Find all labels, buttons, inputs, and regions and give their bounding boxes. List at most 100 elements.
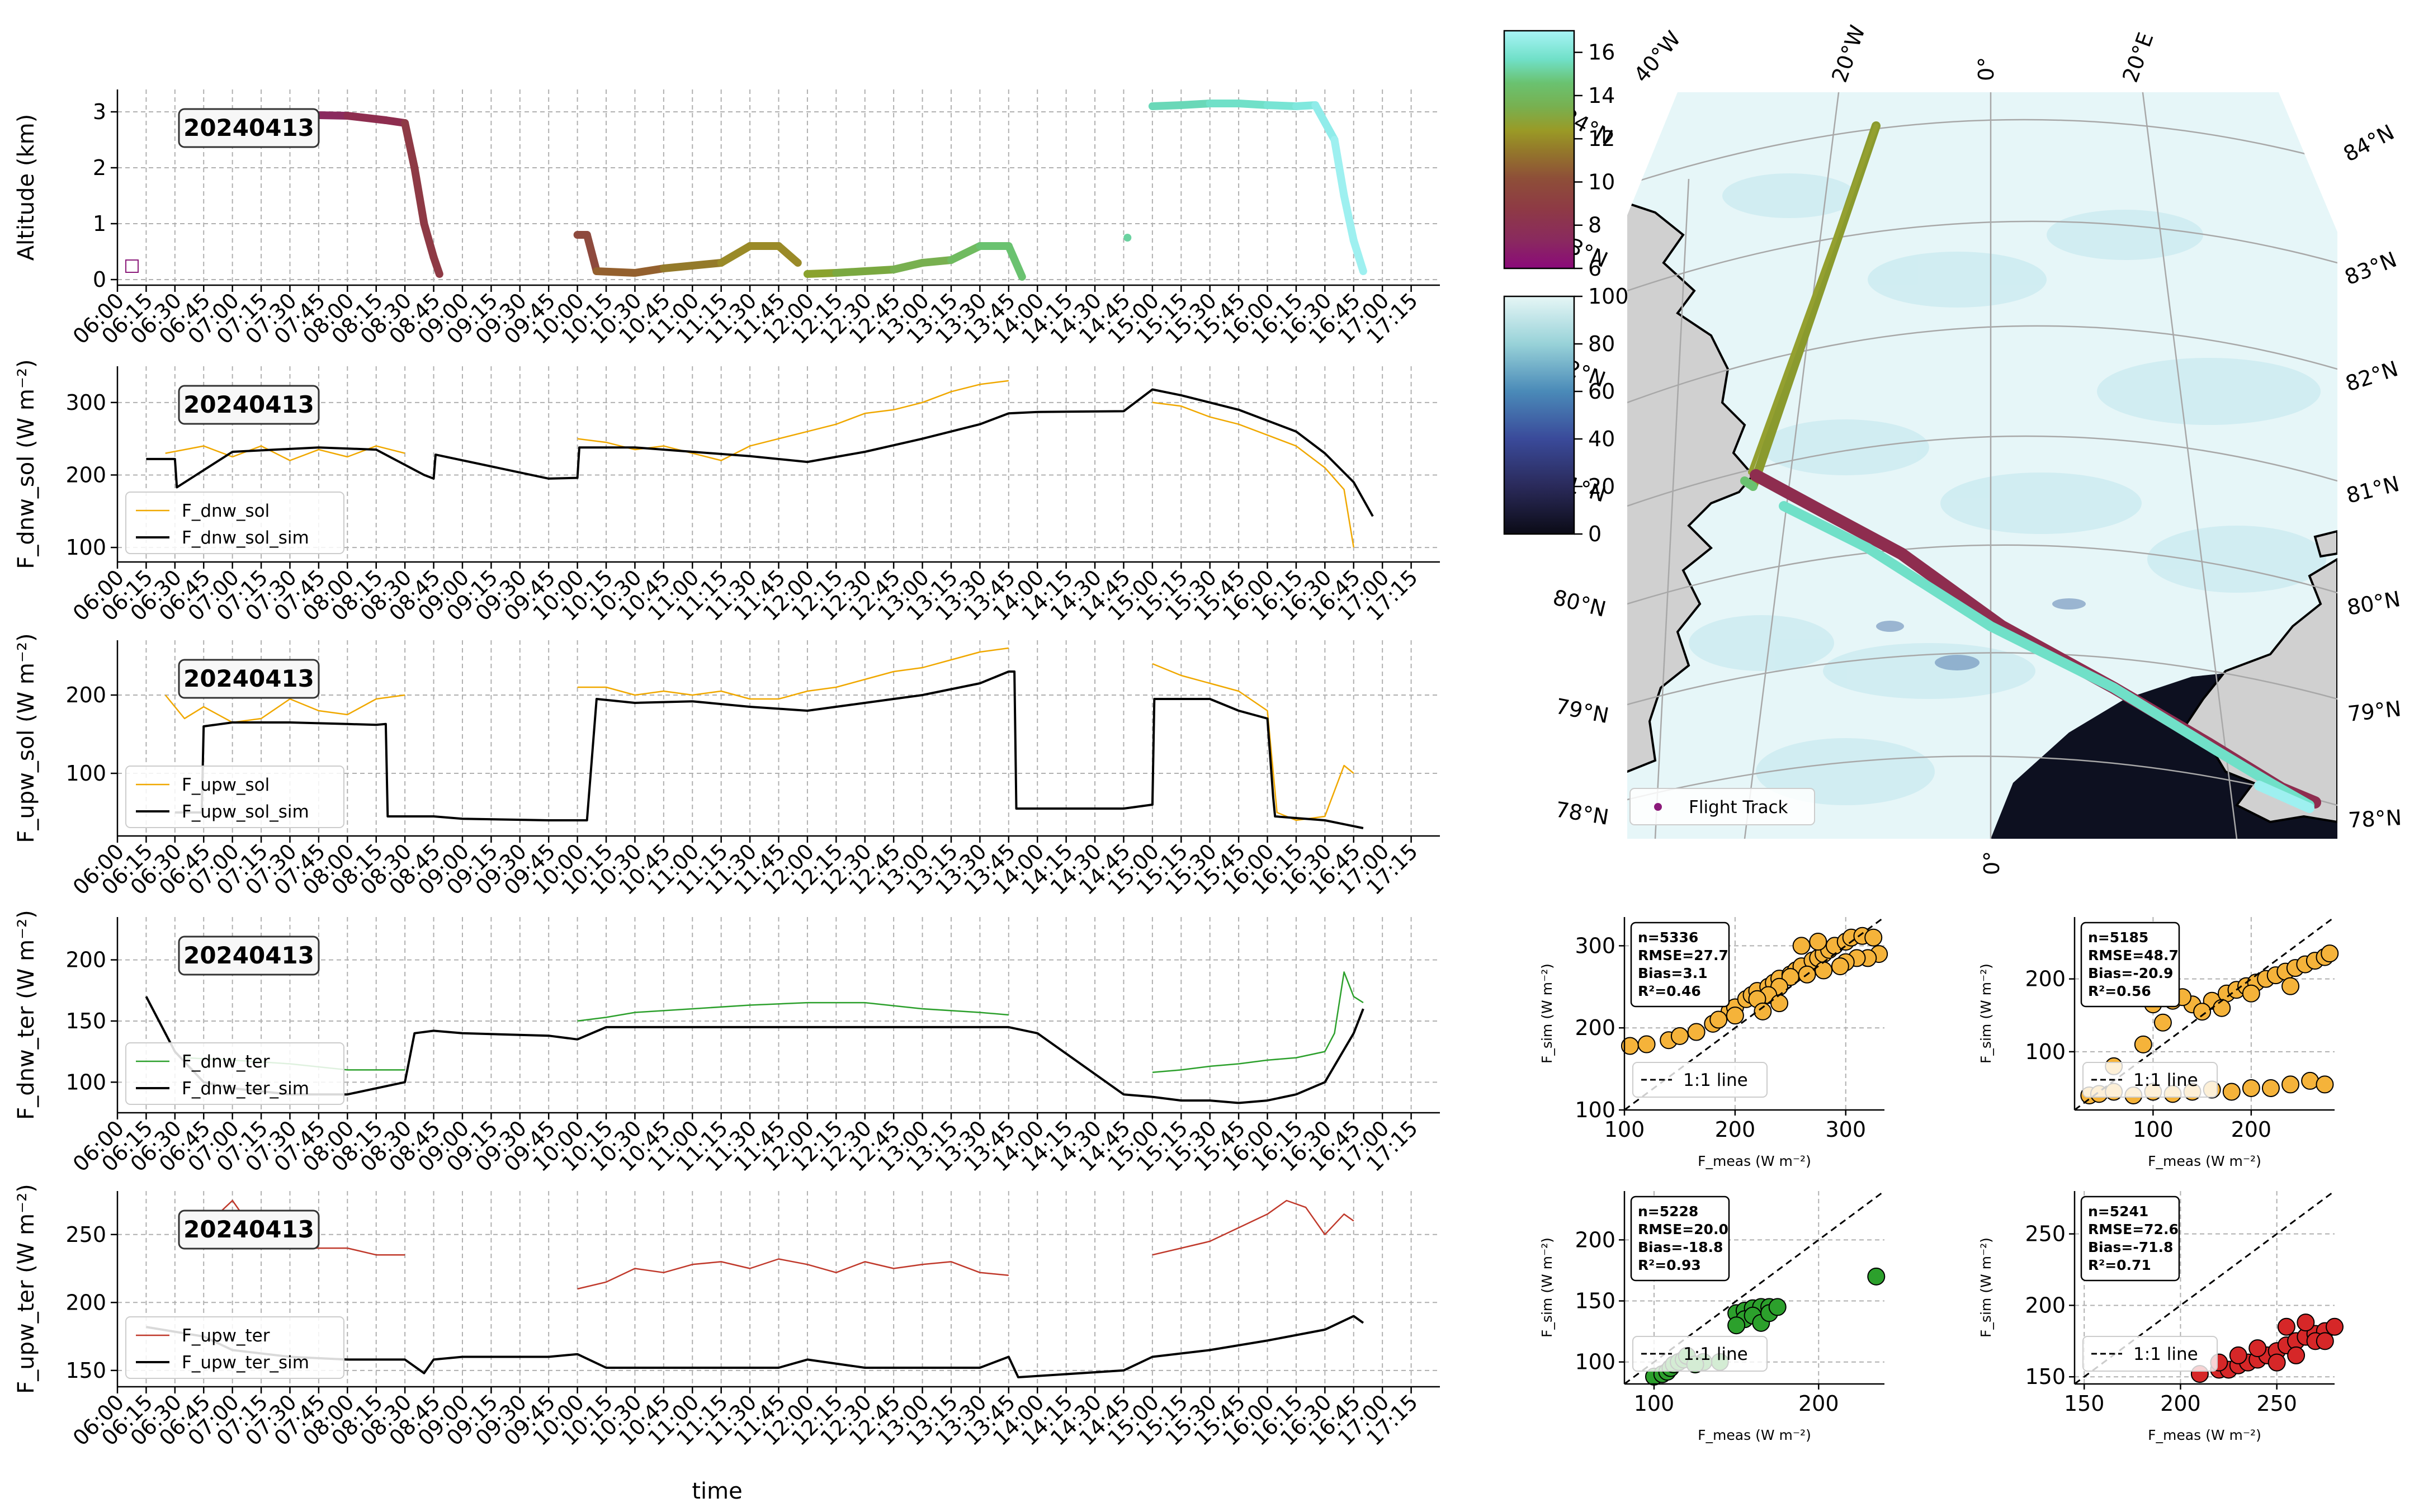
date-label: 20240413: [183, 114, 314, 141]
colorbar-tick-label: 20: [1588, 474, 1615, 499]
y-tick-label: 250: [2025, 1222, 2066, 1246]
altitude-track-segment: [890, 259, 927, 273]
legend-marker: [125, 259, 139, 273]
y-axis-label: F_upw_ter (W m⁻²): [13, 1184, 39, 1394]
scatter-point: [1792, 937, 1811, 955]
lon-label: 20°W: [1827, 22, 1870, 86]
lat-label: 79°N: [2346, 696, 2402, 726]
y-tick-label: 200: [65, 683, 106, 707]
legend-frame: [125, 1042, 344, 1105]
stats-n: n=5336: [1638, 929, 1698, 946]
map-legend-label: Flight Track: [1689, 797, 1788, 818]
y-tick-label: 250: [65, 1222, 106, 1247]
x-axis-label: F_meas (W m⁻²): [2148, 1153, 2261, 1169]
graticule: [1627, 92, 2337, 839]
scatter-point: [1831, 957, 1849, 976]
lat-label: 79°N: [1553, 694, 1610, 728]
scatter-point: [2229, 1346, 2247, 1364]
x-tick-label: 200: [2231, 1117, 2272, 1142]
colorbar-time-bar: [1503, 30, 1575, 270]
altitude-track-segment: [1340, 192, 1358, 244]
timeseries-panel: 15020025006:0006:1506:3006:4507:0007:150…: [13, 1184, 1440, 1504]
stats-box: [1630, 1196, 1730, 1282]
lat-label: 80°N: [1551, 585, 1609, 622]
series-line-F-upw-ter: [577, 1258, 1009, 1290]
timeseries-panels: 012306:0006:1506:3006:4507:0007:1507:300…: [13, 89, 1440, 1504]
scatter-point: [1670, 1027, 1689, 1045]
scatter-point: [2301, 1071, 2319, 1090]
y-tick-label: 100: [65, 535, 106, 560]
y-tick-label: 3: [93, 100, 106, 124]
series-line-F-upw-sol-sim: [174, 670, 1364, 829]
scatter-point: [1770, 994, 1789, 1013]
flight-track-map: 84°N 83°N 82°N 81°N 80°N 79°N 78°N 84°N …: [1550, 22, 2402, 875]
colorbar-icefrac-bar: [1503, 295, 1575, 535]
colorbar-tick-label: 60: [1588, 379, 1615, 404]
y-tick-label: 300: [1575, 933, 1615, 958]
stats-box: [1630, 922, 1730, 1008]
y-tick-label: 1: [93, 211, 106, 236]
x-tick-label: 100: [2133, 1117, 2174, 1142]
altitude-track-segment: [861, 266, 898, 275]
x-axis-label: F_meas (W m⁻²): [1698, 1153, 1811, 1169]
altitude-track-segment: [947, 242, 984, 264]
altitude-track-segment: [631, 264, 668, 277]
y-tick-label: 0: [93, 267, 106, 292]
altitude-track-segment: [774, 242, 802, 267]
y-tick-label: 150: [2025, 1364, 2066, 1389]
date-label: 20240413: [183, 942, 314, 969]
scatter-point: [2281, 1075, 2300, 1094]
one-to-one-line: [1624, 916, 1885, 1111]
x-tick-label: 100: [1634, 1391, 1675, 1416]
colorbar-tick-label: 12: [1588, 126, 1615, 151]
scatter-point: [2193, 1003, 2212, 1021]
lat-label: 83°N: [2341, 247, 2400, 290]
stats-bias: Bias=3.1: [1638, 965, 1708, 981]
series-line-F-dnw-ter: [577, 1001, 1009, 1022]
series-line-F-upw-sol: [577, 647, 1009, 700]
scatter-point: [1727, 1316, 1746, 1335]
date-box: [178, 935, 320, 976]
stats-rmse: RMSE=48.7: [2088, 947, 2179, 963]
legend-frame: [2082, 1062, 2218, 1098]
y-tick-label: 300: [65, 390, 106, 415]
y-tick-label: 150: [1575, 1289, 1615, 1313]
altitude-track-segment: [592, 267, 639, 277]
lat-label: 81°N: [2344, 471, 2402, 508]
y-axis-label: Altitude (km): [13, 114, 39, 261]
series-line-F-dnw-sol: [1152, 401, 1355, 548]
x-axis-label: F_meas (W m⁻²): [2148, 1427, 2261, 1443]
y-tick-label: 200: [2025, 1293, 2066, 1317]
y-axis-label: F_sim (W m⁻²): [1539, 963, 1555, 1064]
altitude-track-segment: [583, 231, 601, 275]
altitude-track-segment: [410, 164, 428, 228]
one-to-one-line: [2074, 916, 2335, 1111]
stats-rmse: RMSE=72.6: [2088, 1221, 2179, 1237]
scatter-point: [1815, 961, 1833, 980]
scatter-point: [2267, 1353, 2286, 1372]
colorbar-tick-label: 8: [1588, 213, 1602, 238]
date-label: 20240413: [183, 391, 314, 418]
altitude-track-segment: [803, 269, 840, 278]
colorbar-icefrac-ticks: 0 20 40 60 80 100: [1574, 284, 1629, 546]
x-tick-label: 250: [2256, 1391, 2297, 1416]
y-axis-label: F_sim (W m⁻²): [1978, 1237, 1994, 1338]
altitude-track-segment: [659, 262, 697, 272]
colorbar-tick-label: 40: [1588, 427, 1615, 451]
legend-label: 1:1 line: [2133, 1070, 2198, 1090]
colorbar-tick-label: 6: [1588, 256, 1602, 281]
legend-label: 1:1 line: [1683, 1344, 1748, 1364]
altitude-track-segment: [1177, 100, 1214, 109]
x-tick-label: 200: [1798, 1391, 1839, 1416]
altitude-track-segment: [401, 119, 419, 172]
legend-label: F_upw_ter: [182, 1326, 270, 1346]
legend-label: F_dnw_ter_sim: [182, 1079, 309, 1099]
altitude-track-segment: [1349, 237, 1367, 275]
stats-n: n=5228: [1638, 1203, 1698, 1220]
y-axis-label: F_sim (W m⁻²): [1539, 1237, 1555, 1338]
scatter-point: [2242, 1079, 2260, 1097]
legend-label: F_upw_ter_sim: [182, 1353, 309, 1373]
series-line-F-upw-ter-sim: [146, 1315, 1364, 1378]
x-tick-label: 300: [1825, 1117, 1866, 1142]
